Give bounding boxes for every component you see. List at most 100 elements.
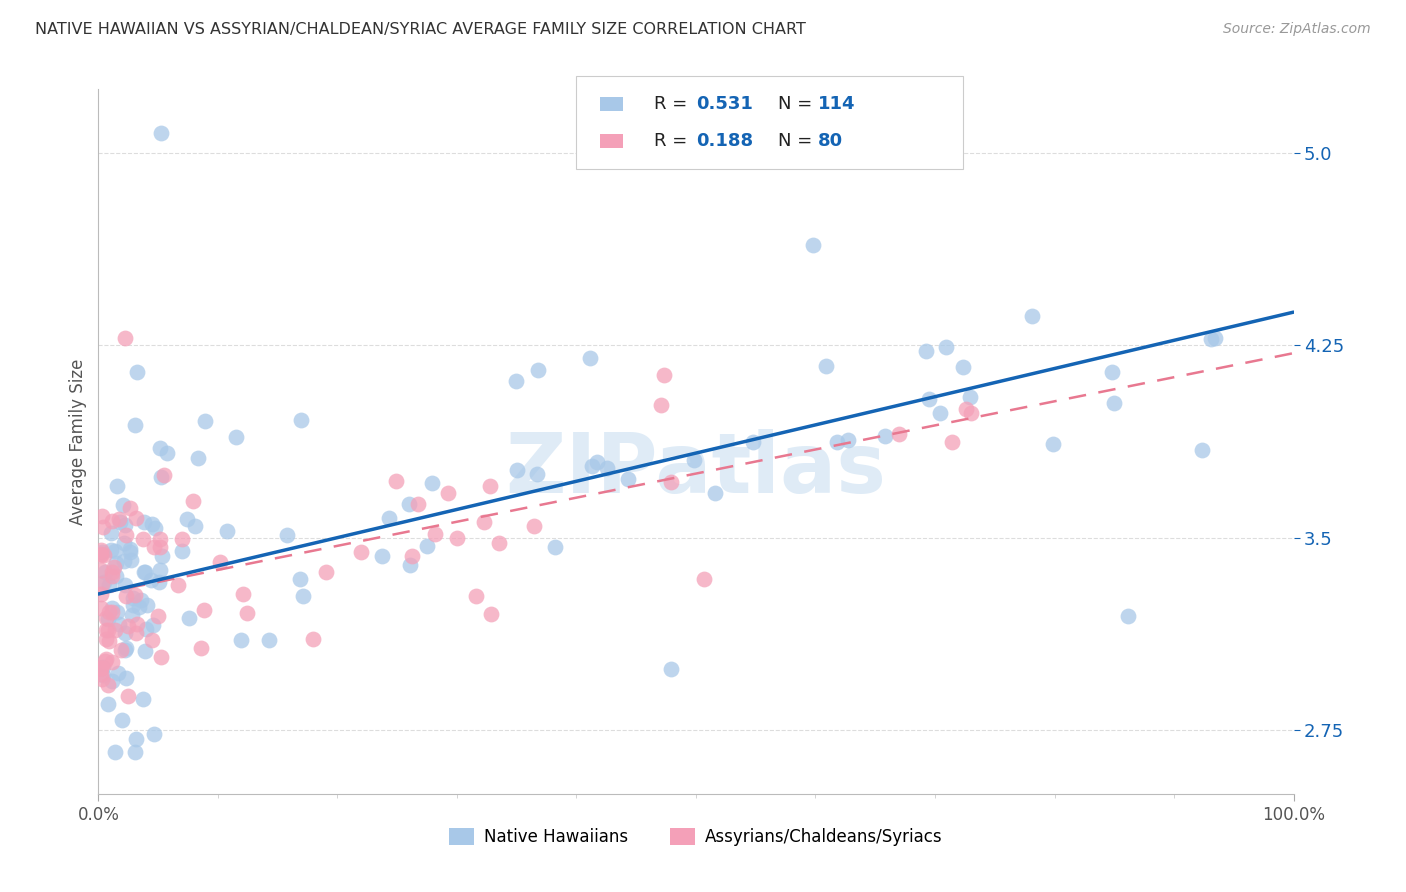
Point	[94, 632, 117, 646]
Point	[149, 533, 172, 547]
Point	[120, 553, 142, 567]
Point	[193, 603, 215, 617]
Point	[398, 497, 420, 511]
Point	[232, 587, 254, 601]
Point	[145, 521, 167, 535]
Point	[148, 609, 170, 624]
Point	[121, 608, 143, 623]
Point	[149, 441, 172, 455]
Point	[446, 531, 468, 545]
Point	[959, 391, 981, 405]
Point	[215, 524, 238, 538]
Point	[290, 412, 312, 426]
Point	[259, 632, 281, 647]
Point	[183, 493, 205, 508]
Point	[290, 572, 312, 586]
Point	[100, 673, 122, 688]
Point	[117, 690, 139, 704]
Point	[125, 510, 148, 524]
Point	[114, 589, 136, 603]
Text: R =: R =	[654, 95, 693, 113]
Point	[581, 459, 603, 474]
Point	[100, 543, 122, 558]
Point	[114, 527, 136, 541]
Text: ZIPatlas: ZIPatlas	[506, 429, 886, 510]
Point	[149, 126, 172, 140]
Point	[104, 624, 127, 638]
Point	[114, 642, 136, 657]
Point	[108, 516, 131, 530]
Point	[149, 540, 172, 554]
Point	[124, 626, 146, 640]
Point	[122, 599, 145, 613]
Point	[90, 672, 112, 686]
Point	[101, 606, 124, 620]
Point	[960, 406, 983, 420]
Text: Source: ZipAtlas.com: Source: ZipAtlas.com	[1223, 22, 1371, 37]
Point	[149, 563, 172, 577]
Point	[114, 331, 136, 345]
Point	[117, 619, 139, 633]
Text: NATIVE HAWAIIAN VS ASSYRIAN/CHALDEAN/SYRIAC AVERAGE FAMILY SIZE CORRELATION CHAR: NATIVE HAWAIIAN VS ASSYRIAN/CHALDEAN/SYR…	[35, 22, 806, 37]
Point	[929, 406, 952, 420]
Point	[152, 468, 174, 483]
Point	[141, 632, 163, 647]
Point	[90, 563, 112, 577]
Point	[423, 527, 446, 541]
Point	[105, 556, 128, 570]
Point	[231, 633, 253, 648]
Point	[125, 365, 148, 379]
Point	[544, 540, 567, 554]
Point	[406, 497, 429, 511]
Point	[129, 593, 152, 607]
Point	[918, 392, 941, 406]
Point	[104, 544, 127, 558]
Point	[693, 572, 716, 586]
Point	[385, 474, 408, 488]
Text: 114: 114	[818, 95, 856, 113]
Point	[104, 569, 127, 583]
Point	[97, 678, 120, 692]
Point	[114, 671, 136, 685]
Point	[301, 632, 323, 647]
Point	[1199, 332, 1222, 346]
Point	[96, 623, 118, 637]
Point	[371, 549, 394, 564]
Point	[97, 612, 120, 626]
Point	[704, 486, 727, 500]
Point	[276, 527, 298, 541]
Point	[1102, 396, 1125, 410]
Point	[112, 554, 135, 568]
Point	[801, 238, 824, 252]
Point	[172, 544, 194, 558]
Point	[1116, 609, 1139, 624]
Text: 0.188: 0.188	[696, 132, 754, 150]
Point	[177, 611, 200, 625]
Point	[1021, 310, 1043, 324]
Point	[135, 622, 157, 636]
Point	[90, 587, 112, 601]
Point	[837, 433, 859, 447]
Point	[142, 726, 165, 740]
Point	[91, 659, 114, 673]
Point	[825, 434, 848, 449]
Point	[128, 599, 150, 614]
Point	[142, 617, 165, 632]
Point	[172, 532, 194, 546]
Point	[190, 641, 212, 656]
Point	[93, 548, 115, 562]
Point	[1204, 331, 1226, 345]
Point	[889, 427, 911, 442]
Point	[103, 560, 125, 574]
Point	[650, 398, 672, 412]
Point	[96, 611, 118, 625]
Point	[437, 486, 460, 500]
Point	[941, 435, 963, 450]
Point	[100, 525, 122, 540]
Point	[105, 605, 128, 619]
Text: 80: 80	[818, 132, 844, 150]
Point	[93, 574, 115, 589]
Point	[478, 478, 501, 492]
Point	[292, 589, 315, 603]
Point	[166, 578, 188, 592]
